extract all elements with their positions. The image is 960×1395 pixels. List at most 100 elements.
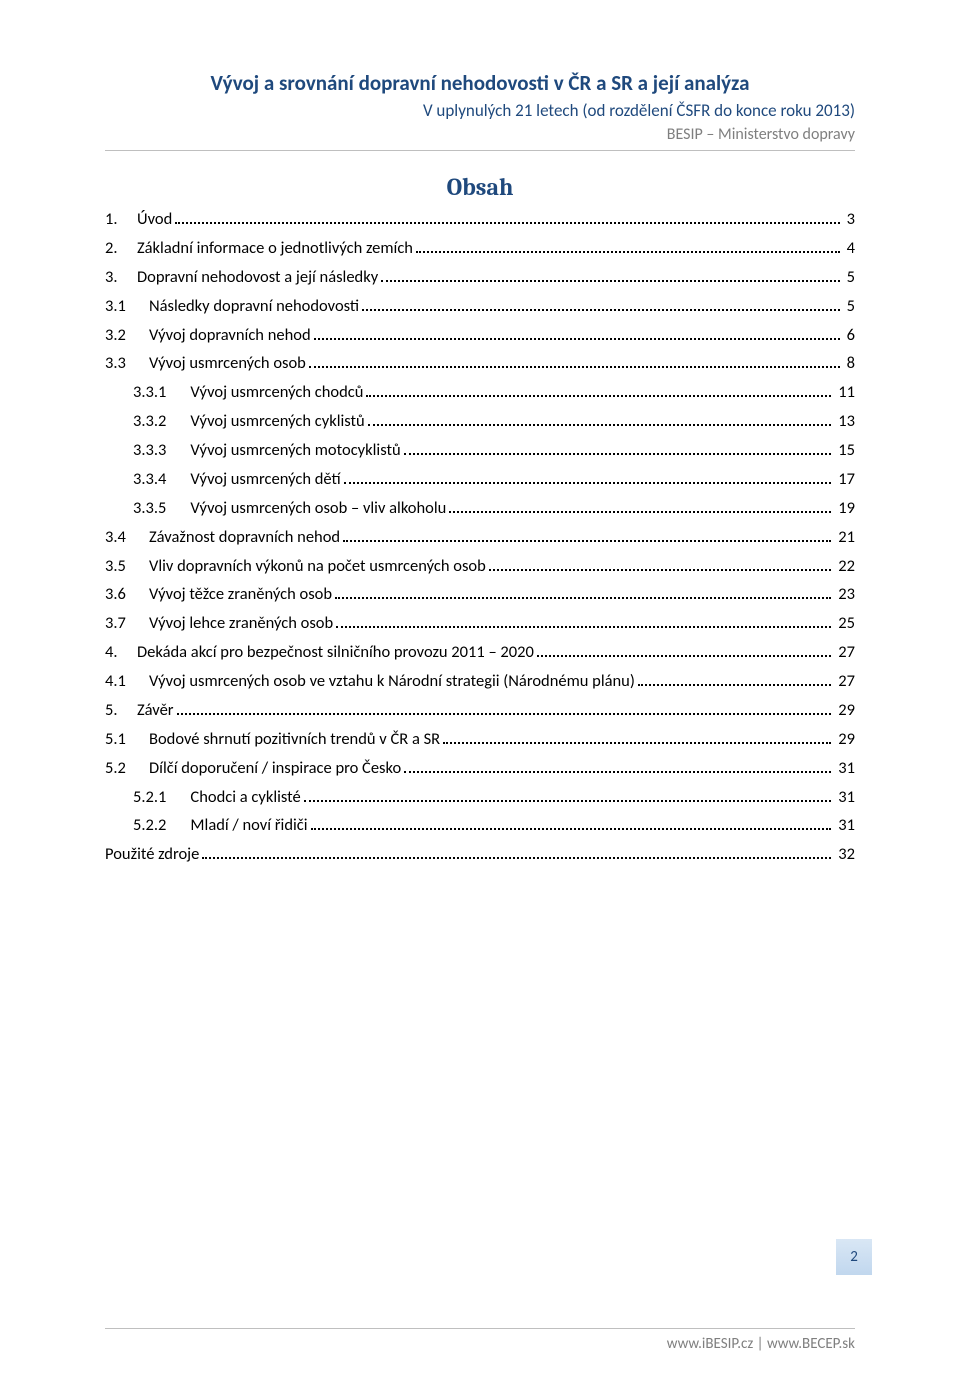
toc-leader-dots (311, 817, 832, 830)
toc-leader-dots (344, 471, 832, 484)
toc-entry-text: Vývoj dopravních nehod (149, 321, 311, 350)
toc-leader-dots (368, 413, 832, 426)
toc-leader-dots (175, 211, 839, 224)
toc-entry-text: Vývoj lehce zraněných osob (149, 609, 333, 638)
footer-text: www.iBESIP.cz | www.BECEP.sk (105, 1335, 855, 1353)
table-of-contents: 1.Úvod32.Základní informace o jednotlivý… (105, 205, 855, 869)
toc-entry-text: Mladí / noví řidiči (190, 811, 307, 840)
document-page: Vývoj a srovnání dopravní nehodovosti v … (0, 0, 960, 1395)
toc-leader-dots (537, 644, 831, 657)
toc-entry[interactable]: 3.3.5Vývoj usmrcených osob – vliv alkoho… (105, 494, 855, 523)
toc-entry-number: 4.1 (105, 667, 149, 696)
toc-leader-dots (404, 442, 832, 455)
toc-entry[interactable]: 5.Závěr29 (105, 696, 855, 725)
toc-entry[interactable]: 4.Dekáda akcí pro bezpečnost silničního … (105, 638, 855, 667)
toc-leader-dots (416, 240, 840, 253)
toc-entry-page: 17 (834, 465, 855, 494)
toc-entry[interactable]: 2.Základní informace o jednotlivých zemí… (105, 234, 855, 263)
toc-entry-number: 1. (105, 205, 137, 234)
toc-entry[interactable]: 5.2.2Mladí / noví řidiči31 (105, 811, 855, 840)
toc-entry-page: 32 (834, 840, 855, 869)
toc-entry-page: 27 (834, 638, 855, 667)
toc-entry-page: 3 (843, 205, 855, 234)
toc-entry-page: 8 (843, 349, 855, 378)
toc-entry[interactable]: 3.3.3Vývoj usmrcených motocyklistů 15 (105, 436, 855, 465)
toc-leader-dots (202, 846, 831, 859)
header-rule (105, 150, 855, 151)
toc-entry-text: Závěr (137, 696, 174, 725)
toc-entry-number: 3.2 (105, 321, 149, 350)
toc-entry[interactable]: 3.3.2Vývoj usmrcených cyklistů13 (105, 407, 855, 436)
toc-leader-dots (177, 702, 832, 715)
toc-entry-text: Vývoj usmrcených osob – vliv alkoholu (190, 494, 446, 523)
toc-leader-dots (343, 528, 831, 541)
toc-entry-number: 3.6 (105, 580, 149, 609)
toc-entry[interactable]: 3.1Následky dopravní nehodovosti 5 (105, 292, 855, 321)
toc-entry-text: Vývoj usmrcených chodců (190, 378, 363, 407)
toc-entry[interactable]: 3.3Vývoj usmrcených osob8 (105, 349, 855, 378)
toc-entry-number: 5. (105, 696, 137, 725)
toc-entry-page: 19 (834, 494, 855, 523)
toc-entry-text: Dopravní nehodovost a její následky (137, 263, 378, 292)
toc-entry-page: 22 (834, 552, 855, 581)
toc-entry[interactable]: 3.4Závažnost dopravních nehod21 (105, 523, 855, 552)
toc-entry-page: 31 (834, 811, 855, 840)
toc-entry-number: 3.3 (105, 349, 149, 378)
toc-entry[interactable]: 3.3.1Vývoj usmrcených chodců 11 (105, 378, 855, 407)
toc-entry-number: 3.3.4 (133, 465, 190, 494)
toc-entry[interactable]: 4.1Vývoj usmrcených osob ve vztahu k Nár… (105, 667, 855, 696)
toc-entry[interactable]: 3.Dopravní nehodovost a její následky 5 (105, 263, 855, 292)
toc-entry-text: Závažnost dopravních nehod (149, 523, 340, 552)
toc-entry-text: Vývoj usmrcených osob ve vztahu k Národn… (149, 667, 635, 696)
toc-entry-page: 15 (834, 436, 855, 465)
toc-entry[interactable]: 3.6Vývoj těžce zraněných osob23 (105, 580, 855, 609)
toc-leader-dots (381, 269, 839, 282)
toc-entry[interactable]: 5.2Dílčí doporučení / inspirace pro Česk… (105, 754, 855, 783)
toc-leader-dots (443, 731, 831, 744)
toc-entry-number: 3.3.3 (133, 436, 190, 465)
toc-leader-dots (309, 355, 840, 368)
toc-entry[interactable]: 3.5Vliv dopravních výkonů na počet usmrc… (105, 552, 855, 581)
toc-entry-number: 3.4 (105, 523, 149, 552)
toc-entry[interactable]: 3.7Vývoj lehce zraněných osob25 (105, 609, 855, 638)
header-org: BESIP – Ministerstvo dopravy (105, 125, 855, 144)
toc-entry-text: Vývoj usmrcených cyklistů (190, 407, 364, 436)
toc-entry-text: Vývoj usmrcených dětí (190, 465, 340, 494)
toc-leader-dots (336, 615, 831, 628)
toc-entry-text: Základní informace o jednotlivých zemích (137, 234, 413, 263)
toc-entry-number: 4. (105, 638, 137, 667)
toc-entry-page: 31 (834, 754, 855, 783)
toc-entry[interactable]: 3.2Vývoj dopravních nehod6 (105, 321, 855, 350)
toc-leader-dots (362, 297, 840, 310)
toc-entry-number: 2. (105, 234, 137, 263)
toc-entry[interactable]: 5.2.1Chodci a cyklisté31 (105, 783, 855, 812)
toc-entry-number: 3.7 (105, 609, 149, 638)
toc-entry-page: 27 (834, 667, 855, 696)
toc-entry-number: 3.3.1 (133, 378, 190, 407)
toc-leader-dots (314, 326, 840, 339)
toc-leader-dots (366, 384, 831, 397)
footer-rule (105, 1328, 855, 1329)
toc-entry-number: 3. (105, 263, 137, 292)
toc-entry-text: Dekáda akcí pro bezpečnost silničního pr… (137, 638, 534, 667)
toc-leader-dots (489, 557, 831, 570)
toc-entry[interactable]: 3.3.4Vývoj usmrcených dětí 17 (105, 465, 855, 494)
toc-entry-page: 11 (834, 378, 855, 407)
toc-entry-page: 5 (843, 292, 855, 321)
toc-entry[interactable]: Použité zdroje32 (105, 840, 855, 869)
toc-entry-text: Následky dopravní nehodovosti (149, 292, 359, 321)
page-number: 2 (850, 1248, 858, 1266)
toc-entry-text: Úvod (137, 205, 172, 234)
toc-entry-text: Bodové shrnutí pozitivních trendů v ČR a… (149, 725, 440, 754)
toc-entry-text: Vývoj těžce zraněných osob (149, 580, 332, 609)
toc-entry[interactable]: 1.Úvod 3 (105, 205, 855, 234)
toc-entry-text: Vliv dopravních výkonů na počet usmrcený… (149, 552, 486, 581)
toc-entry-page: 4 (843, 234, 855, 263)
toc-entry-text: Vývoj usmrcených motocyklistů (190, 436, 400, 465)
toc-entry[interactable]: 5.1Bodové shrnutí pozitivních trendů v Č… (105, 725, 855, 754)
toc-entry-text: Chodci a cyklisté (190, 783, 300, 812)
toc-leader-dots (304, 788, 832, 801)
toc-entry-page: 5 (843, 263, 855, 292)
toc-entry-number: 3.1 (105, 292, 149, 321)
toc-leader-dots (449, 500, 831, 513)
